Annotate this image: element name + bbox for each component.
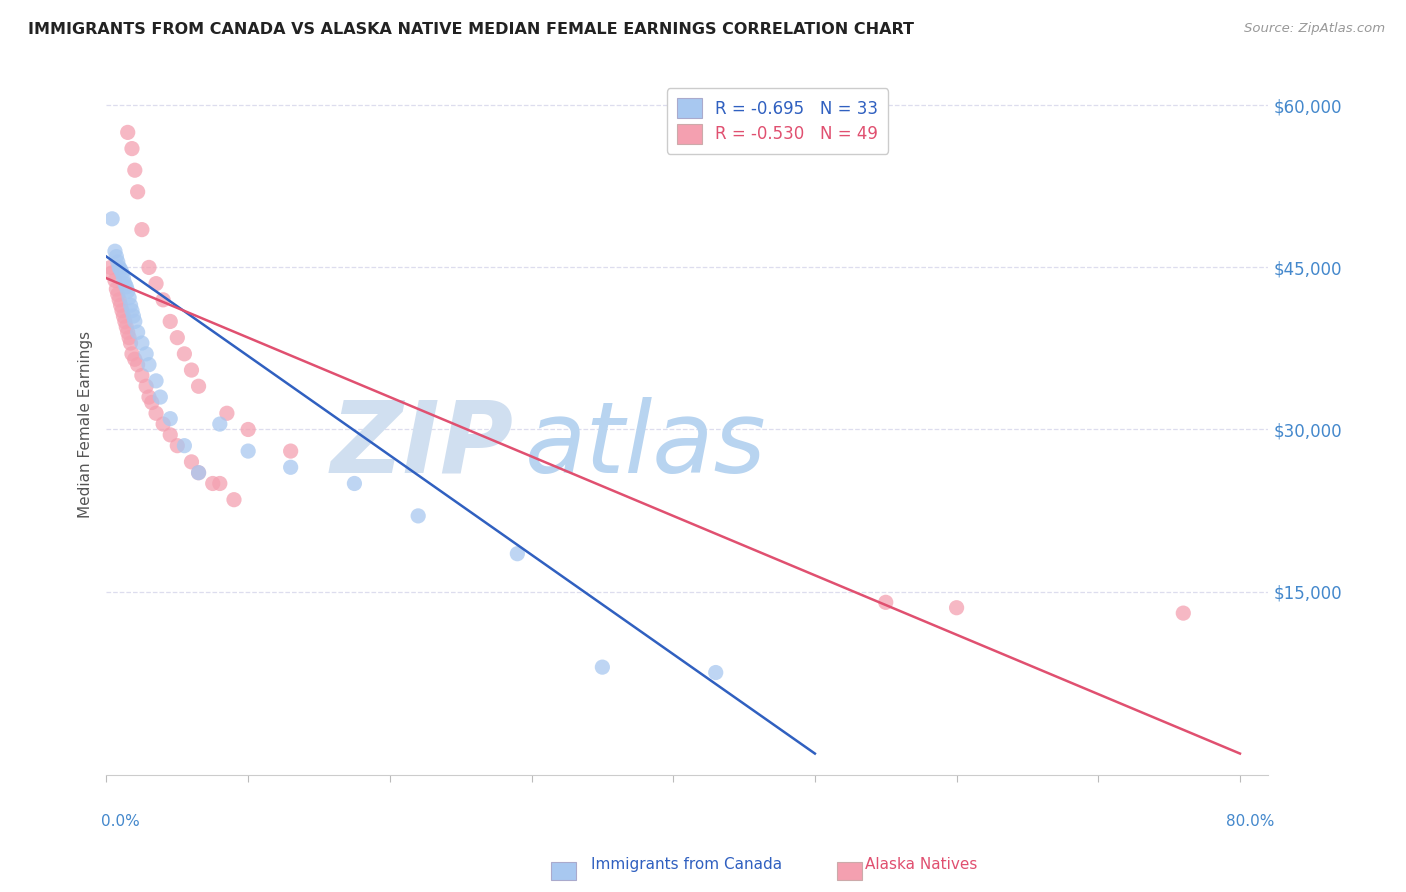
Point — [124, 352, 146, 367]
Point — [100, 260, 122, 275]
Text: Immigrants from Canada: Immigrants from Canada — [591, 857, 782, 872]
Point — [135, 379, 157, 393]
Point — [111, 266, 134, 280]
Point — [1173, 606, 1195, 620]
Point — [110, 298, 132, 312]
Text: 80.0%: 80.0% — [1226, 814, 1274, 829]
Point — [187, 466, 209, 480]
Point — [112, 271, 135, 285]
Point — [104, 244, 127, 259]
Point — [117, 125, 139, 139]
Point — [159, 411, 181, 425]
Point — [166, 439, 188, 453]
Point — [101, 211, 124, 226]
Point — [115, 319, 138, 334]
Point — [875, 595, 897, 609]
Point — [152, 417, 174, 431]
Point — [101, 266, 124, 280]
Point — [704, 665, 727, 680]
Point — [208, 476, 231, 491]
Text: 0.0%: 0.0% — [101, 814, 139, 829]
Point — [121, 347, 143, 361]
Point — [180, 363, 202, 377]
Point — [236, 444, 259, 458]
Point — [108, 260, 131, 275]
Point — [173, 439, 195, 453]
Point — [280, 444, 302, 458]
Point — [138, 260, 160, 275]
Point — [280, 460, 302, 475]
Text: IMMIGRANTS FROM CANADA VS ALASKA NATIVE MEDIAN FEMALE EARNINGS CORRELATION CHART: IMMIGRANTS FROM CANADA VS ALASKA NATIVE … — [28, 22, 914, 37]
Point — [166, 331, 188, 345]
Point — [145, 406, 167, 420]
Point — [131, 368, 153, 383]
Point — [108, 293, 131, 307]
Point — [138, 390, 160, 404]
Point — [406, 508, 429, 523]
Text: Alaska Natives: Alaska Natives — [865, 857, 977, 872]
Point — [506, 547, 529, 561]
Point — [124, 314, 146, 328]
Point — [152, 293, 174, 307]
Point — [111, 303, 134, 318]
Point — [120, 336, 142, 351]
Point — [131, 222, 153, 236]
Legend: R = -0.695   N = 33, R = -0.530   N = 49: R = -0.695 N = 33, R = -0.530 N = 49 — [666, 88, 889, 153]
Point — [159, 314, 181, 328]
Point — [145, 277, 167, 291]
Point — [138, 358, 160, 372]
Point — [945, 600, 967, 615]
Y-axis label: Median Female Earnings: Median Female Earnings — [79, 331, 93, 517]
Point — [222, 492, 245, 507]
Point — [131, 336, 153, 351]
Point — [149, 390, 172, 404]
Text: ZIP: ZIP — [330, 397, 513, 493]
Point — [115, 280, 138, 294]
Point — [187, 466, 209, 480]
Point — [141, 395, 163, 409]
Point — [117, 325, 139, 339]
Point — [201, 476, 224, 491]
Point — [343, 476, 366, 491]
Point — [127, 358, 149, 372]
Point — [135, 347, 157, 361]
Point — [105, 250, 128, 264]
Point — [110, 262, 132, 277]
Point — [107, 255, 129, 269]
Point — [104, 273, 127, 287]
Text: Source: ZipAtlas.com: Source: ZipAtlas.com — [1244, 22, 1385, 36]
Point — [121, 142, 143, 156]
Point — [107, 287, 129, 301]
Point — [122, 309, 145, 323]
Point — [121, 303, 143, 318]
Point — [118, 291, 141, 305]
Point — [127, 325, 149, 339]
Point — [215, 406, 238, 420]
Point — [127, 185, 149, 199]
Point — [120, 298, 142, 312]
Point — [173, 347, 195, 361]
Point — [112, 309, 135, 323]
Point — [114, 277, 136, 291]
Point — [208, 417, 231, 431]
Point — [124, 163, 146, 178]
Point — [236, 422, 259, 436]
Text: atlas: atlas — [524, 397, 766, 493]
Point — [180, 455, 202, 469]
Point — [105, 282, 128, 296]
Point — [187, 379, 209, 393]
Point — [117, 284, 139, 298]
Point — [159, 428, 181, 442]
Point — [114, 314, 136, 328]
Point — [591, 660, 613, 674]
Point — [145, 374, 167, 388]
Point — [118, 331, 141, 345]
